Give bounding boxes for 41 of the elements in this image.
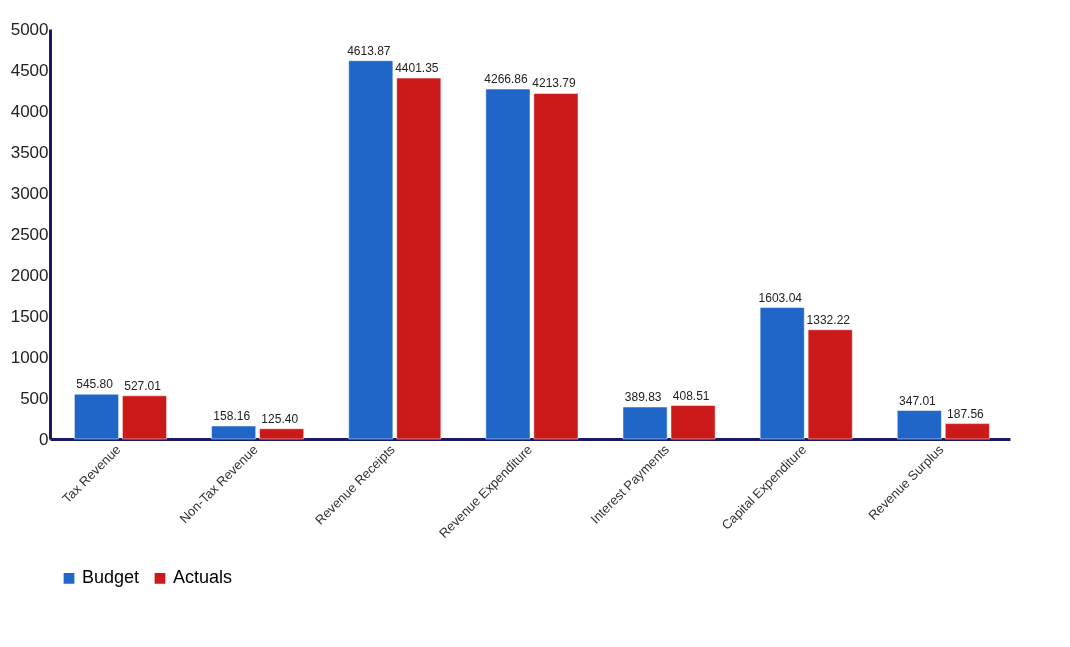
data-label: 408.51 (672, 388, 710, 403)
data-label: 4266.86 (484, 72, 529, 87)
y-tick-label: 1000 (10, 347, 49, 367)
y-tick-label: 1500 (10, 306, 49, 326)
y-tick-label: 4000 (10, 101, 49, 121)
data-label: 4613.87 (347, 43, 391, 58)
bar (807, 329, 853, 440)
data-label: 187.56 (947, 406, 985, 421)
bar (945, 423, 990, 440)
data-label: 1332.22 (806, 312, 851, 327)
bar (122, 395, 167, 440)
bar (670, 405, 716, 440)
data-label: 158.16 (213, 409, 251, 424)
bar (485, 88, 531, 440)
bar (348, 60, 394, 440)
y-tick-label: 3000 (10, 183, 49, 203)
bar (622, 406, 668, 440)
bar (897, 410, 942, 440)
data-label: 4401.35 (395, 61, 439, 76)
legend-label: Budget (82, 567, 140, 588)
bar (533, 93, 579, 440)
data-label: 4213.79 (532, 76, 577, 91)
legend-label: Actuals (173, 567, 233, 588)
y-tick-label: 3500 (10, 142, 49, 162)
data-label: 545.80 (76, 377, 114, 392)
y-tick-label: 2500 (10, 224, 49, 244)
bar (396, 77, 442, 440)
y-tick-label: 0 (39, 429, 49, 449)
bar (74, 393, 119, 440)
data-label: 125.40 (261, 411, 299, 426)
data-label: 527.01 (124, 378, 162, 393)
bar (259, 428, 304, 440)
data-label: 389.83 (624, 390, 662, 405)
y-tick-label: 500 (20, 388, 49, 408)
bar (759, 307, 805, 440)
y-tick-label: 2000 (10, 265, 49, 285)
data-label: 1603.04 (758, 290, 803, 305)
bar (211, 425, 256, 440)
y-tick-label: 5000 (10, 19, 49, 39)
y-tick-label: 4500 (10, 60, 49, 80)
data-label: 347.01 (899, 393, 937, 408)
